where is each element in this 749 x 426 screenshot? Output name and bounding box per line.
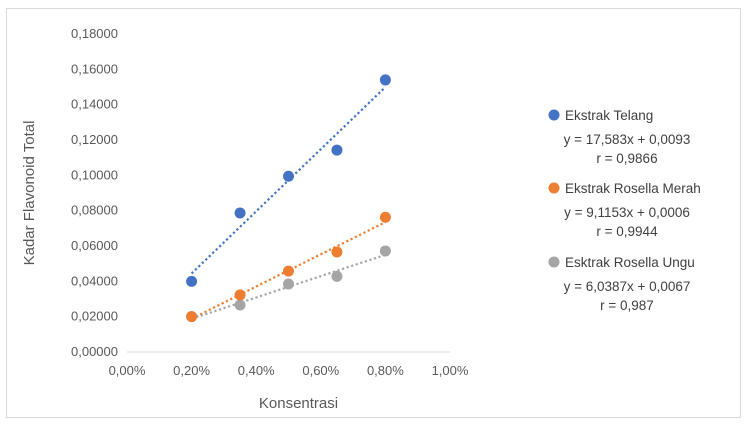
data-point-series-0 (379, 74, 391, 86)
data-point-series-0 (186, 275, 198, 287)
x-tick-label: 0,20% (173, 363, 210, 378)
data-points (186, 74, 391, 323)
data-point-series-2 (331, 270, 343, 282)
y-axis-ticks: 0,00000 0,02000 0,04000 0,06000 0,08000 0,100… (71, 26, 118, 359)
data-point-series-0 (234, 207, 246, 219)
trendline-equation: y = 9,1153x + 0,0006 (564, 205, 690, 220)
chart-canvas: 0,00000 0,02000 0,04000 0,06000 0,08000 0,100… (21, 26, 701, 412)
legend-label: Ekstrak Rosella Merah (565, 181, 701, 196)
data-point-series-0 (283, 170, 294, 182)
y-tick-label: 0,14000 (71, 97, 118, 112)
y-tick-label: 0,02000 (71, 309, 118, 324)
correlation-value: r = 0,987 (600, 298, 654, 313)
legend-label: Esktrak Rosella Ungu (565, 255, 695, 270)
data-point-series-2 (283, 278, 294, 290)
data-point-series-2 (379, 245, 391, 257)
x-tick-label: 0,80% (367, 363, 404, 378)
y-tick-label: 0,10000 (71, 167, 118, 182)
legend-label: Ekstrak Telang (565, 108, 653, 123)
legend: Ekstrak Telang y = 17,583x + 0,0093 r = 0,… (548, 108, 701, 313)
data-point-series-2 (234, 299, 246, 311)
x-tick-label: 0,40% (238, 363, 275, 378)
data-point-series-1 (331, 246, 343, 258)
chart-frame: 0,00000 0,02000 0,04000 0,06000 0,08000 0,100… (6, 8, 741, 418)
x-axis-title: Konsentrasi (259, 395, 338, 412)
legend-marker (548, 109, 560, 121)
trendline-equation: y = 6,0387x + 0,0067 (564, 279, 691, 294)
correlation-value: r = 0,9866 (596, 151, 657, 166)
y-tick-label: 0,16000 (71, 61, 118, 76)
x-axis-ticks: 0,00% 0,20% 0,40% 0,60% 0,80% 1,00% (109, 363, 469, 378)
y-axis-title: Kadar Flavonoid Total (21, 121, 38, 266)
legend-marker (548, 256, 560, 268)
y-tick-label: 0,12000 (71, 132, 118, 147)
x-tick-label: 0,60% (302, 363, 339, 378)
data-point-series-1 (234, 289, 246, 301)
data-point-series-1 (379, 211, 391, 223)
y-tick-label: 0,18000 (71, 26, 118, 41)
y-tick-label: 0,04000 (71, 273, 118, 288)
y-tick-label: 0,08000 (71, 203, 118, 218)
y-tick-label: 0,00000 (71, 344, 118, 359)
trendline-equation: y = 17,583x + 0,0093 (564, 132, 691, 147)
legend-marker (548, 182, 560, 194)
correlation-value: r = 0,9944 (596, 224, 658, 239)
x-tick-label: 1,00% (432, 363, 469, 378)
x-tick-label: 0,00% (109, 363, 146, 378)
data-point-series-1 (186, 311, 198, 323)
data-point-series-1 (283, 265, 294, 277)
y-tick-label: 0,06000 (71, 238, 118, 253)
data-point-series-0 (331, 144, 343, 156)
